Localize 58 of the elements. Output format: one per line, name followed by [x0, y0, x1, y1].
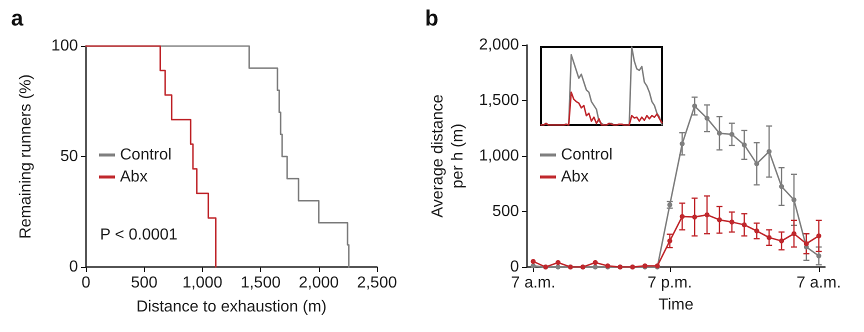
y-tick-label: 1,500 — [478, 92, 520, 109]
chart-title: a — [11, 6, 24, 30]
point — [704, 212, 710, 218]
y-axis-title: Average distance per h (m) — [430, 94, 467, 218]
point — [742, 222, 747, 228]
x-tick-label: 1,000 — [182, 274, 223, 292]
x-axis-title: Distance to exhaustion (m) — [136, 298, 327, 316]
point — [592, 260, 598, 266]
y-tick-label: 0 — [69, 258, 78, 276]
legend-label: Abx — [120, 168, 148, 186]
chart-title: b — [425, 6, 438, 30]
x-tick-label: 7 a.m. — [796, 274, 842, 292]
y-axis-title: Remaining runners (%) — [18, 74, 34, 239]
point — [779, 184, 784, 190]
y-tick-label: 2,000 — [478, 36, 520, 54]
x-tick-label: 2,500 — [356, 274, 398, 292]
point — [716, 130, 722, 136]
point — [791, 197, 796, 202]
point — [556, 264, 561, 270]
point — [680, 214, 685, 219]
x-tick-label: 1,500 — [240, 274, 281, 292]
point — [791, 231, 796, 236]
point — [716, 217, 722, 222]
x-tick-label: 7 p.m. — [648, 274, 692, 292]
point — [556, 260, 561, 266]
point — [667, 238, 672, 244]
x-tick-label: 7 a.m. — [510, 274, 556, 292]
point — [804, 241, 809, 246]
x-axis-title: Time — [658, 296, 694, 314]
y-tick-label: 50 — [60, 148, 78, 165]
y-tick-label: 1,000 — [478, 148, 520, 164]
point — [592, 264, 598, 270]
x-tick-label: 0 — [82, 274, 91, 292]
point — [816, 253, 822, 258]
point — [680, 141, 685, 146]
point — [704, 116, 710, 121]
y-tick-label: 100 — [51, 38, 78, 54]
point — [742, 142, 747, 148]
x-tick-label: 2,000 — [298, 274, 339, 292]
x-tick-label: 500 — [130, 274, 158, 292]
point — [754, 228, 760, 234]
point — [766, 149, 772, 154]
y-tick-label: 500 — [492, 203, 520, 220]
point — [729, 220, 734, 225]
legend-label: Control — [120, 146, 172, 164]
point — [692, 214, 698, 220]
point — [816, 233, 822, 238]
point — [754, 161, 760, 166]
legend-label: Abx — [561, 168, 589, 186]
point — [729, 132, 734, 137]
y-tick-label: 0 — [510, 258, 520, 276]
point — [766, 235, 772, 240]
point — [530, 258, 536, 264]
point — [530, 263, 536, 268]
point — [692, 104, 698, 109]
annotation: P < 0.0001 — [100, 226, 178, 244]
legend-label: Control — [561, 146, 613, 164]
point — [779, 238, 784, 244]
